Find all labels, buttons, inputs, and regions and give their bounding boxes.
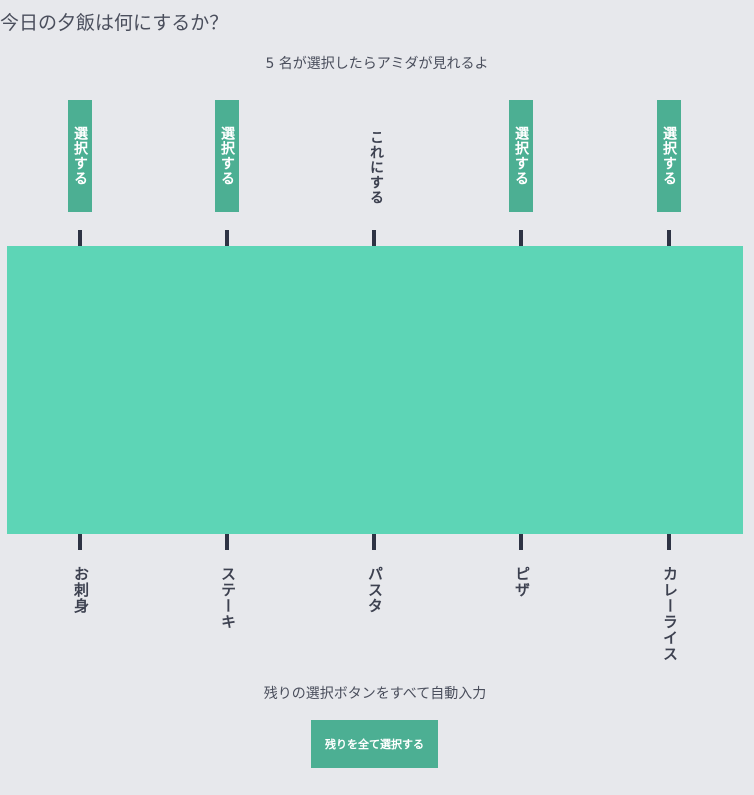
top-tick	[78, 230, 82, 246]
bottom-tick	[372, 534, 376, 550]
result-label-4: ピザ	[513, 566, 531, 598]
page-title: 今日の夕飯は何にするか？	[0, 12, 229, 34]
select-button-4[interactable]: 選択する	[509, 100, 533, 212]
bottom-tick	[78, 534, 82, 550]
select-button-1[interactable]: 選択する	[68, 100, 92, 212]
bottom-tick	[519, 534, 523, 550]
result-label-2: ステーキ	[219, 566, 237, 630]
autofill-caption: 残りの選択ボタンをすべて自動入力	[263, 686, 487, 702]
autofill-button[interactable]: 残りを全て選択する	[311, 720, 438, 768]
amida-board	[7, 246, 743, 534]
top-tick	[225, 230, 229, 246]
top-tick	[372, 230, 376, 246]
select-button-2[interactable]: 選択する	[215, 100, 239, 212]
select-button-5[interactable]: 選択する	[657, 100, 681, 212]
bottom-tick	[667, 534, 671, 550]
result-label-3: パスタ	[366, 566, 384, 614]
top-tick	[519, 230, 523, 246]
bottom-tick	[225, 534, 229, 550]
result-label-1: お刺身	[72, 566, 90, 614]
top-tick	[667, 230, 671, 246]
result-label-5: カレーライス	[661, 566, 679, 662]
subtitle: 5 名が選択したらアミダが見れるよ	[265, 56, 489, 72]
chosen-label-3: これにする	[368, 130, 384, 205]
